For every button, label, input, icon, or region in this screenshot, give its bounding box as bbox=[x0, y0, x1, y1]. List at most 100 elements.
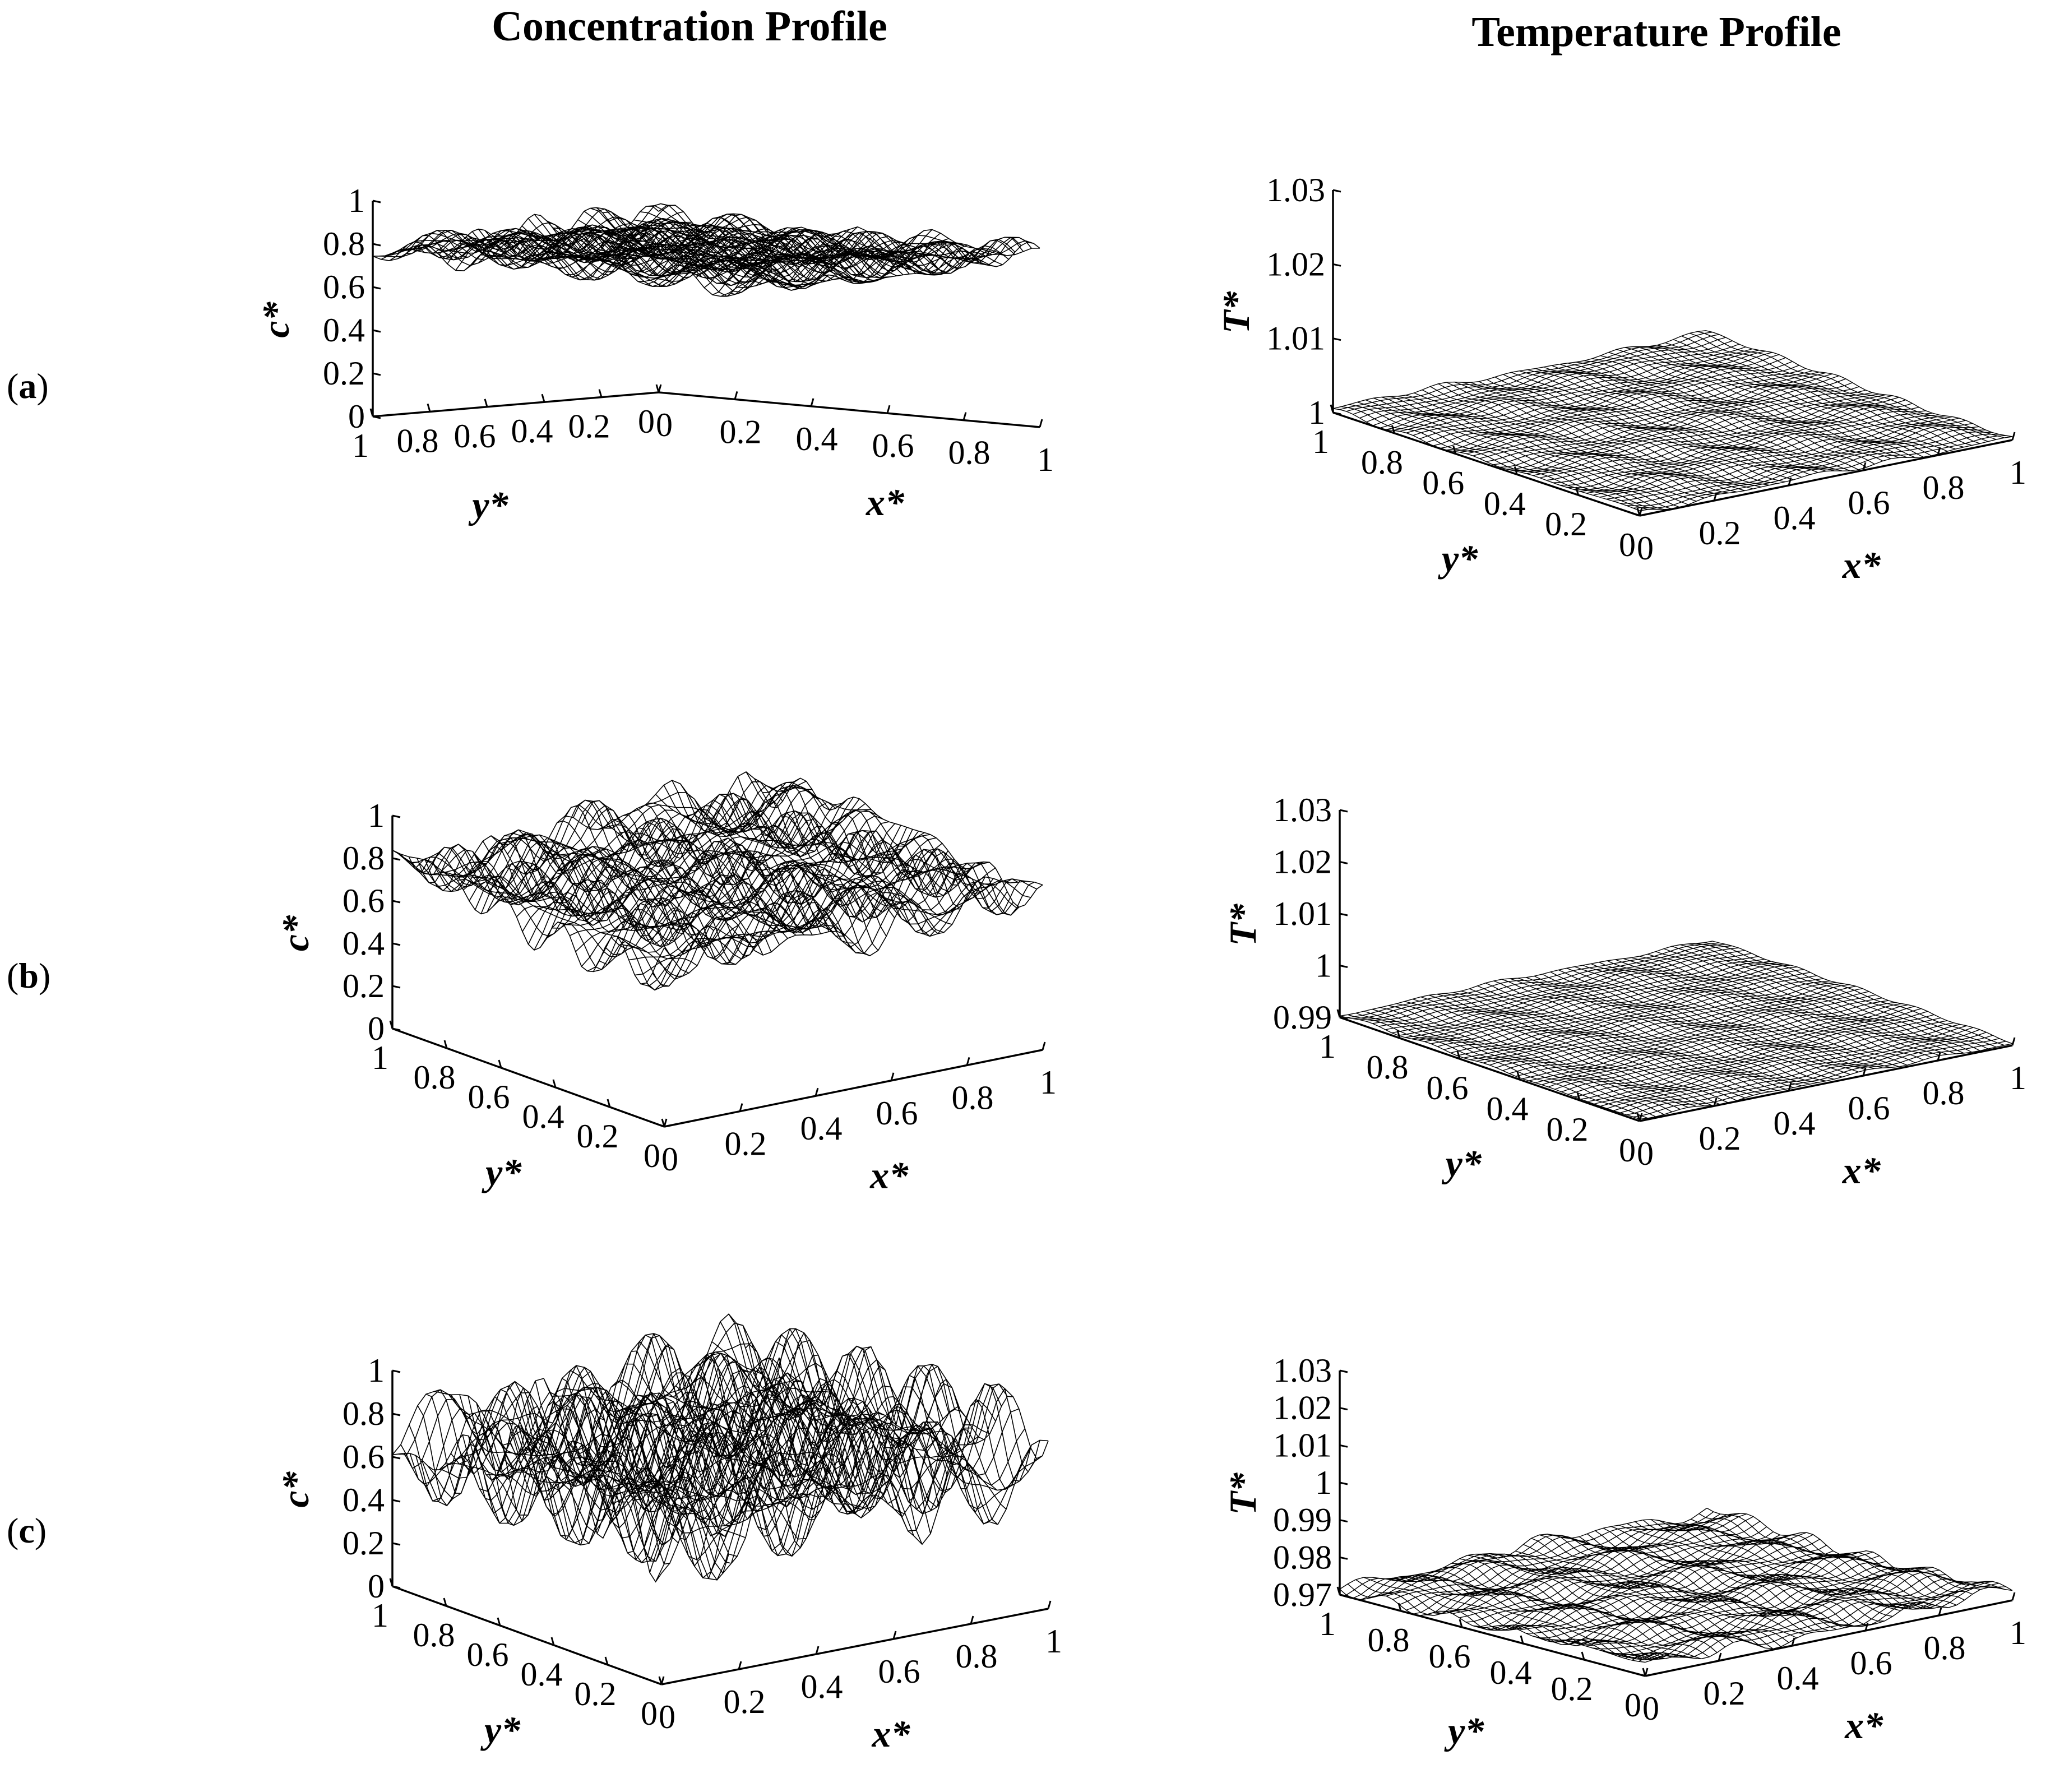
conc-a-y-label: y* bbox=[468, 484, 508, 526]
temp-b-z-tick bbox=[1339, 913, 1348, 916]
conc-c-y-tick bbox=[389, 1578, 394, 1587]
temp-b-surface bbox=[1339, 941, 2013, 1120]
temp-a-x-tick bbox=[2011, 432, 2016, 441]
conc-b-y-tick bbox=[443, 1040, 448, 1049]
temp-c-z-tick-label: 1.02 bbox=[1273, 1390, 1332, 1427]
conc-c-z-tick bbox=[392, 1456, 401, 1460]
temp-a-z-tick bbox=[1332, 337, 1341, 341]
temp-b-y-axis bbox=[1339, 1016, 1640, 1122]
conc-a-x-tick-label: 0.6 bbox=[872, 427, 914, 464]
temp-a-x-axis bbox=[1639, 439, 2013, 517]
conc-c-x-tick-label: 0.4 bbox=[801, 1668, 843, 1705]
conc-c-x-tick bbox=[815, 1646, 820, 1655]
conc-c-z-tick bbox=[392, 1413, 401, 1416]
temp-b-z-tick-label: 1 bbox=[1315, 947, 1332, 984]
conc-a-x-tick bbox=[886, 405, 891, 414]
temp-b-x-axis bbox=[1639, 1044, 2013, 1122]
temp-a-z-tick-label: 1.02 bbox=[1266, 246, 1325, 283]
conc-a-y-tick-label: 0.6 bbox=[454, 418, 496, 455]
conc-a-y-axis bbox=[372, 391, 659, 418]
temp-c-z-label: T* bbox=[1221, 1472, 1264, 1515]
conc-a-x-tick-label: 0.8 bbox=[948, 434, 991, 471]
conc-a-y-tick bbox=[369, 408, 374, 417]
temp-a-x-tick-label: 1 bbox=[2010, 454, 2026, 491]
conc-b-z-tick-label: 0.8 bbox=[342, 840, 385, 877]
temp-c-z-tick bbox=[1339, 1407, 1348, 1411]
conc-c-x-tick bbox=[892, 1631, 897, 1640]
conc-a-y-tick bbox=[541, 393, 545, 402]
temp-c-y-tick-label: 0.8 bbox=[1368, 1622, 1410, 1659]
conc-c-y-tick bbox=[497, 1617, 501, 1626]
temp-a-z-tick bbox=[1332, 411, 1341, 415]
conc-a-z-tick bbox=[372, 286, 381, 290]
conc-c-x-tick-label: 0.6 bbox=[878, 1653, 920, 1690]
conc-a-z-tick-label: 0.2 bbox=[323, 355, 365, 392]
conc-b-z-tick-label: 0 bbox=[368, 1010, 385, 1047]
conc-b-y-tick-label: 0.6 bbox=[468, 1078, 510, 1115]
temp-b-z-tick bbox=[1339, 809, 1348, 813]
conc-c-z-tick-label: 0.6 bbox=[342, 1438, 385, 1475]
temp-a-chart: 1 1.01 1.02 1.03 0 0.2 0.4 0.6 0.8 1 0 0.2 0.4 0.6 0.8… bbox=[1215, 172, 2026, 586]
temp-a-y-tick-label: 0 bbox=[1619, 526, 1636, 563]
conc-b-y-tick bbox=[498, 1059, 502, 1068]
temp-b-x-tick-label: 0.2 bbox=[1699, 1120, 1741, 1157]
temp-b-y-tick-label: 1 bbox=[1319, 1028, 1336, 1065]
temp-b-y-label: y* bbox=[1442, 1142, 1482, 1184]
conc-b-x-tick-label: 0.2 bbox=[725, 1126, 767, 1163]
conc-b-y-tick-label: 0.8 bbox=[414, 1059, 456, 1096]
temp-c-z-tick-label: 1.03 bbox=[1273, 1352, 1332, 1389]
conc-a-x-axis bbox=[658, 391, 1040, 428]
column-title-concentration: Concentration Profile bbox=[492, 3, 887, 50]
conc-a-z-label: c* bbox=[254, 301, 297, 337]
temp-c-x-tick-label: 0.4 bbox=[1777, 1660, 1819, 1697]
temp-c-z-tick bbox=[1339, 1594, 1348, 1597]
temp-a-y-tick bbox=[1452, 446, 1457, 455]
conc-c-y-tick bbox=[550, 1637, 555, 1646]
row-label-c: (c) bbox=[7, 1511, 47, 1550]
conc-b-z-tick bbox=[392, 857, 401, 861]
temp-b-x-tick-label: 0 bbox=[1637, 1135, 1654, 1172]
conc-b-y-tick bbox=[661, 1118, 665, 1127]
conc-b-chart: 00.20.40.60.810 0.2 0.4 0.6 0.8 100.20.40.60.… bbox=[274, 771, 1057, 1197]
temp-a-z-tick-label: 1.03 bbox=[1266, 172, 1325, 209]
conc-b-y-tick-label: 1 bbox=[372, 1039, 388, 1076]
temp-b-y-tick-label: 0 bbox=[1619, 1132, 1636, 1169]
conc-c-z-tick bbox=[392, 1499, 401, 1503]
conc-a-x-tick bbox=[734, 391, 738, 400]
conc-b-y-tick bbox=[552, 1079, 557, 1088]
conc-c-x-tick bbox=[1047, 1600, 1052, 1609]
conc-b-x-tick-label: 0.4 bbox=[800, 1110, 843, 1147]
temp-a-y-tick-label: 0.4 bbox=[1484, 485, 1526, 522]
temp-b-z-tick-label: 0.99 bbox=[1273, 999, 1332, 1036]
conc-c-z-tick-label: 1 bbox=[368, 1352, 385, 1389]
temp-c-z-tick-label: 0.99 bbox=[1273, 1502, 1332, 1539]
conc-c-x-axis bbox=[661, 1608, 1049, 1686]
conc-b-x-tick bbox=[739, 1103, 743, 1112]
conc-b-surface bbox=[392, 771, 1043, 991]
conc-c-x-tick bbox=[738, 1661, 742, 1670]
temp-c-y-tick-label: 0 bbox=[1624, 1687, 1641, 1724]
conc-b-z-tick-label: 0.2 bbox=[342, 967, 385, 1004]
temp-c-y-tick bbox=[1642, 1668, 1646, 1677]
conc-b-z-tick-label: 0.6 bbox=[342, 882, 385, 919]
conc-c-y-tick bbox=[604, 1656, 609, 1665]
conc-c-z-tick bbox=[392, 1585, 401, 1589]
temp-b-z-tick-label: 1.03 bbox=[1273, 791, 1332, 828]
conc-a-z-tick bbox=[372, 329, 381, 333]
conc-b-y-label: y* bbox=[482, 1151, 522, 1193]
conc-c-z-label: c* bbox=[274, 1471, 317, 1507]
temp-b-x-tick-label: 0.8 bbox=[1923, 1075, 1965, 1112]
temp-b-y-tick-label: 0.2 bbox=[1547, 1111, 1589, 1148]
conc-b-x-tick-label: 0.6 bbox=[876, 1095, 918, 1132]
conc-b-y-tick-label: 0 bbox=[644, 1137, 660, 1174]
temp-a-z-label: T* bbox=[1215, 291, 1257, 334]
temp-b-z-tick-label: 1.01 bbox=[1273, 895, 1332, 932]
conc-b-y-axis bbox=[392, 1027, 665, 1128]
temp-a-x-tick-label: 0.6 bbox=[1848, 484, 1890, 521]
conc-c-z-tick-label: 0.4 bbox=[342, 1481, 385, 1518]
temp-c-y-tick bbox=[1581, 1651, 1585, 1660]
conc-b-z-tick bbox=[392, 900, 401, 904]
conc-a-z-tick bbox=[372, 372, 381, 376]
temp-b-y-tick bbox=[1336, 1009, 1341, 1018]
conc-c-y-tick-label: 0 bbox=[641, 1695, 658, 1732]
